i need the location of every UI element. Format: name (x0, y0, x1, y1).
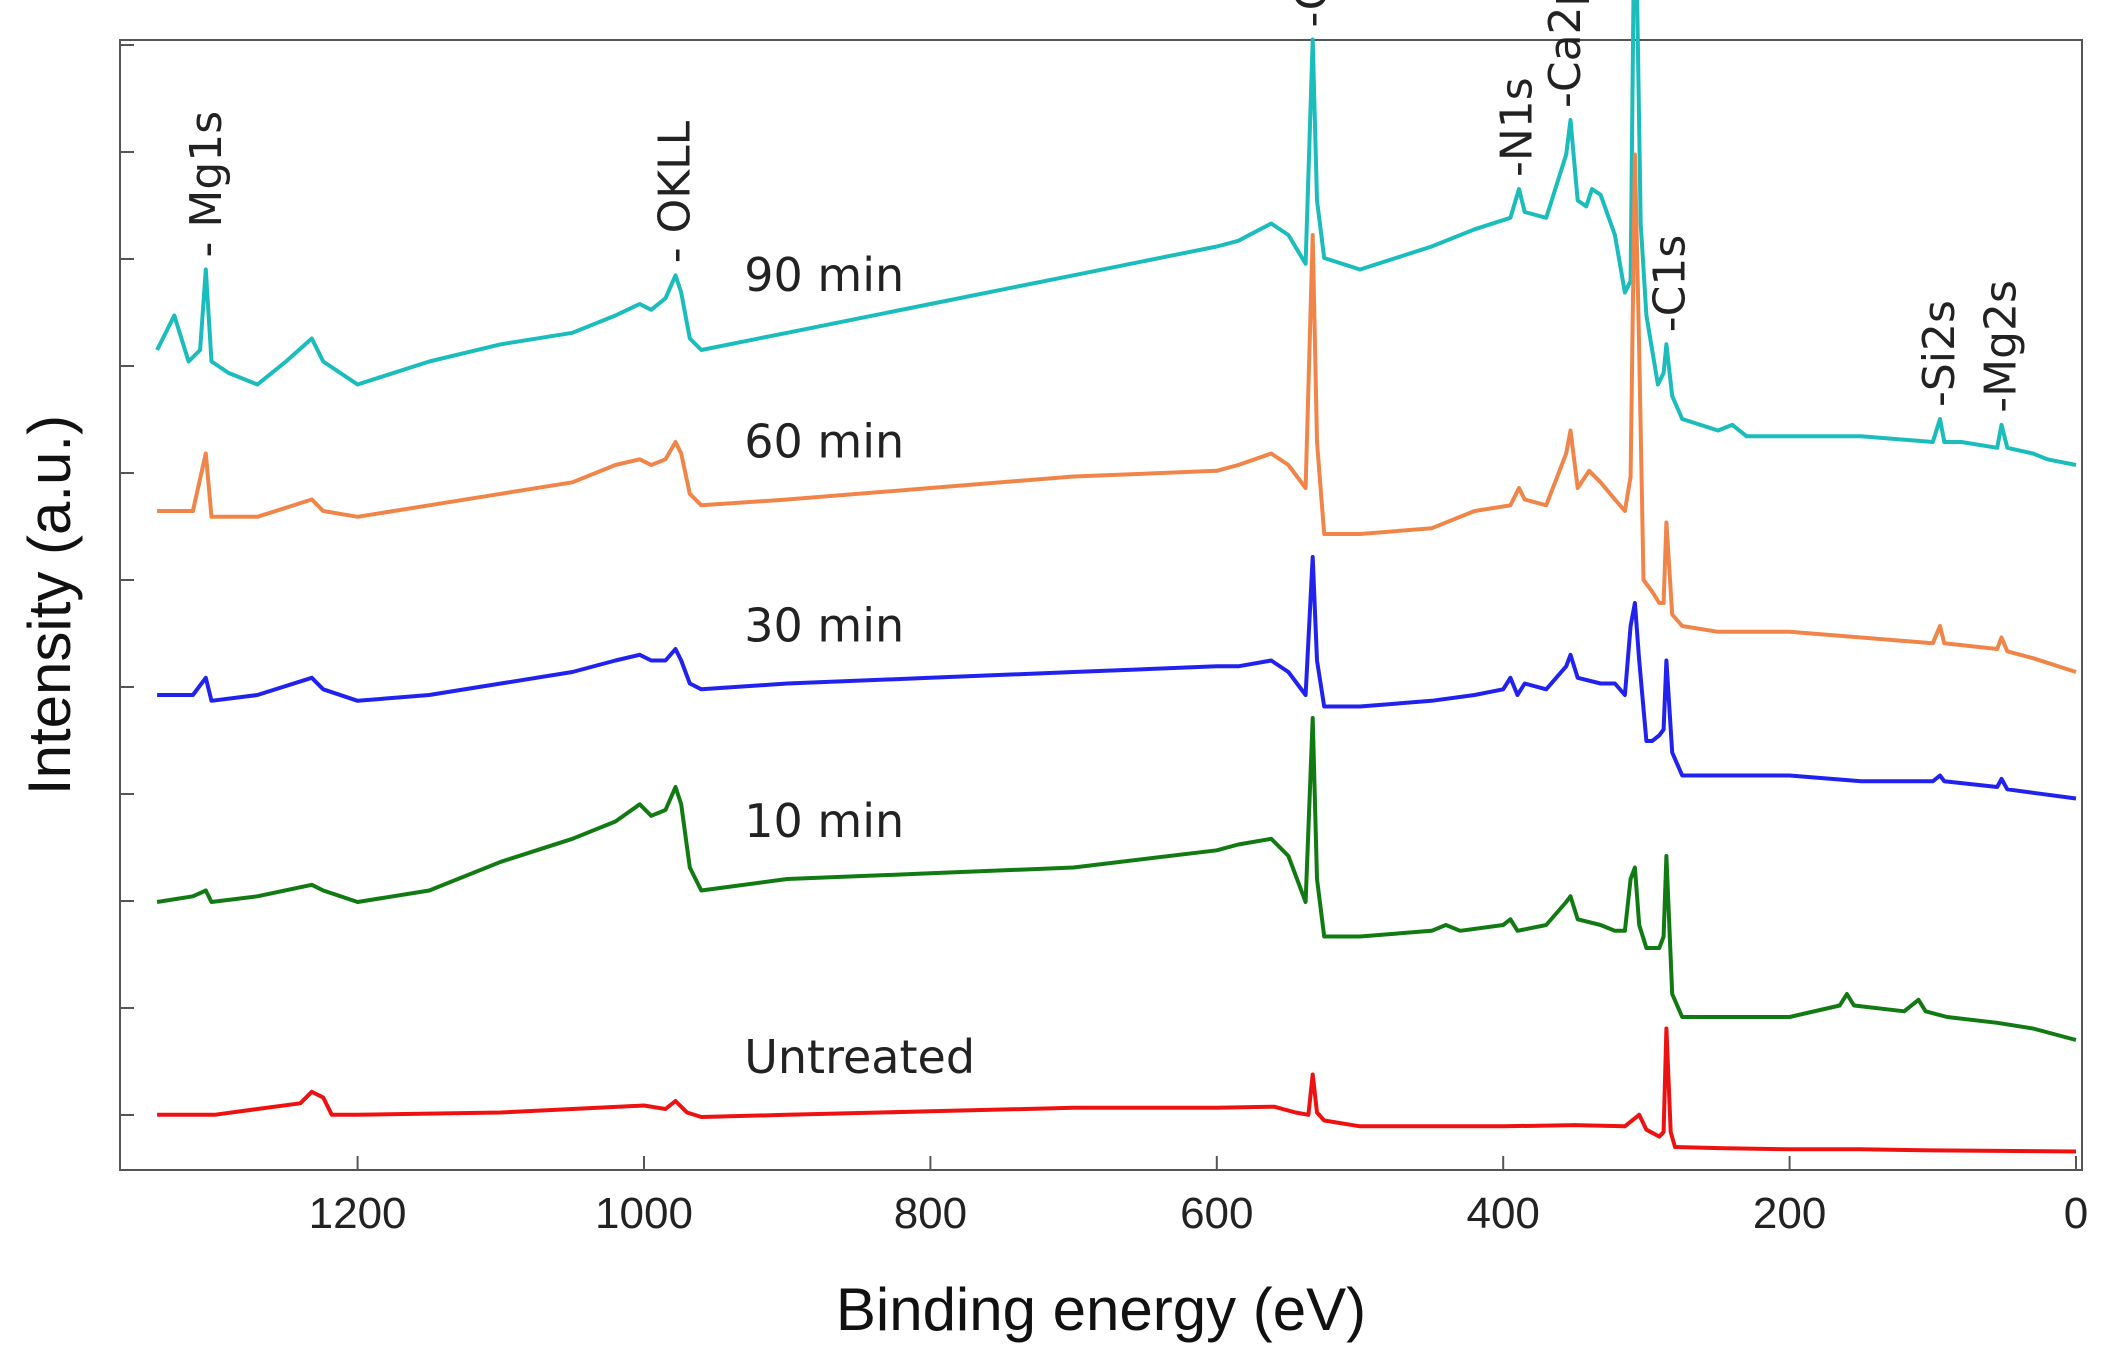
peak-annotations: - Mg1s- OKLL-O1s-N1s-Ca2p-Mg KLL-C1s-Si2… (181, 0, 2026, 413)
series-label: 30 min (744, 599, 904, 653)
peak-label: -C1s (1645, 235, 1696, 333)
series-layer (155, 0, 2077, 1154)
series-label: Untreated (744, 1030, 975, 1084)
x-tick-label: 800 (894, 1189, 967, 1238)
series-line-60-min (157, 152, 2077, 674)
series-line-30-min (157, 555, 2077, 801)
peak-label: -Ca2p (1540, 0, 1591, 108)
peak-label: - OKLL (650, 120, 701, 263)
series-label: 60 min (744, 415, 904, 469)
x-axis-ticks: 1200 1000 800 600 400 200 0 (309, 1156, 2088, 1238)
x-axis-title: Binding energy (eV) (836, 1276, 1366, 1343)
peak-label: -N1s (1492, 77, 1543, 177)
peak-label: -Si2s (1914, 300, 1965, 407)
series-label: 10 min (744, 794, 904, 848)
x-tick-label: 0 (2064, 1189, 2088, 1238)
x-tick-label: 400 (1466, 1189, 1539, 1238)
peak-label: -Mg2s (1976, 280, 2027, 413)
series-labels: 90 min 60 min 30 min 10 min Untreated (744, 248, 975, 1084)
x-tick-label: 1000 (595, 1189, 693, 1238)
series-line-90-min (155, 0, 2077, 467)
series-line-untreated (157, 1026, 2077, 1154)
peak-label: -O1s (1287, 0, 1338, 28)
x-tick-label: 1200 (309, 1189, 407, 1238)
y-axis-title: Intensity (a.u.) (16, 415, 83, 795)
plot-frame (119, 39, 2083, 1171)
peak-label: - Mg1s (181, 111, 232, 258)
x-tick-label: 600 (1180, 1189, 1253, 1238)
x-tick-label: 200 (1753, 1189, 1826, 1238)
series-line-10-min (156, 716, 2077, 1042)
y-ticks (120, 44, 134, 1116)
series-label: 90 min (744, 248, 904, 302)
